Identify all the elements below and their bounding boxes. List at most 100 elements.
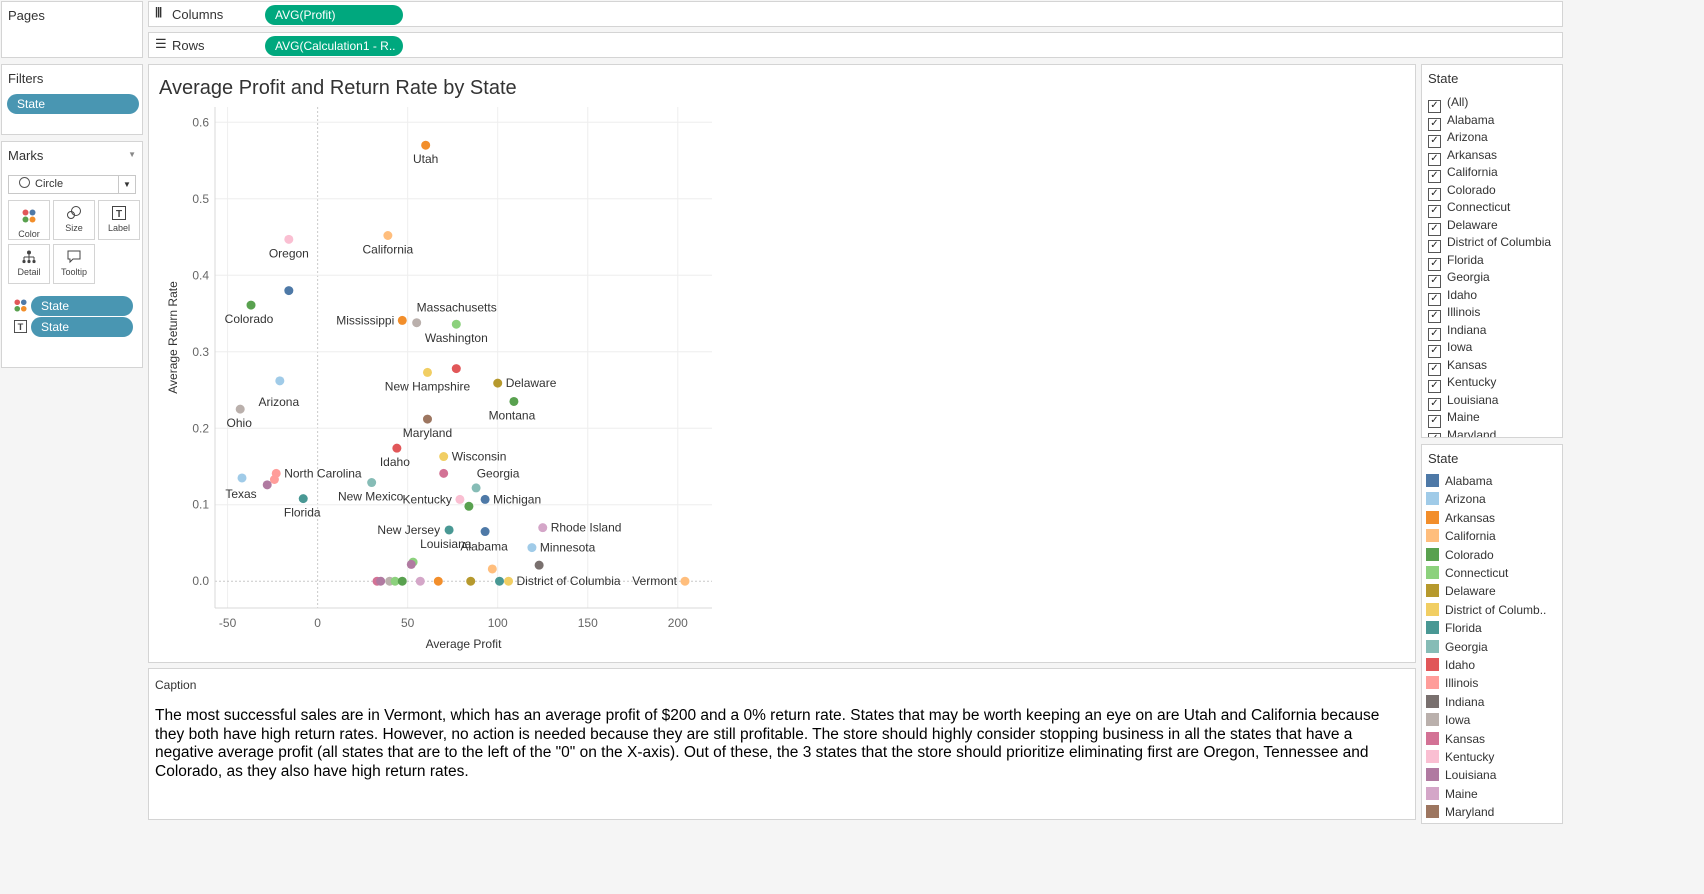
filter-item[interactable]: ✓ Arkansas bbox=[1428, 148, 1497, 167]
filter-item[interactable]: ✓ California bbox=[1428, 165, 1498, 184]
mark-type-dropdown[interactable]: Circle ▼ bbox=[8, 175, 136, 194]
checkbox-checked-icon[interactable]: ✓ bbox=[1428, 117, 1441, 131]
checkbox-checked-icon[interactable]: ✓ bbox=[1428, 327, 1441, 341]
filters-shelf[interactable]: Filters State bbox=[1, 64, 143, 135]
legend-item[interactable]: Arkansas bbox=[1426, 510, 1495, 531]
filter-item[interactable]: ✓ Delaware bbox=[1428, 218, 1498, 237]
scatter-point bbox=[262, 480, 272, 490]
checkbox-checked-icon[interactable]: ✓ bbox=[1428, 432, 1441, 437]
marks-color-field-pill[interactable]: State bbox=[31, 296, 133, 316]
scatter-point bbox=[466, 576, 476, 586]
filter-item[interactable]: ✓ Louisiana bbox=[1428, 393, 1498, 412]
legend-swatch bbox=[1426, 750, 1439, 763]
legend-item[interactable]: Kansas bbox=[1426, 731, 1485, 752]
checkbox-checked-icon[interactable]: ✓ bbox=[1428, 380, 1441, 393]
filter-item[interactable]: ✓ Illinois bbox=[1428, 305, 1480, 324]
tooltip-card-button[interactable]: Tooltip bbox=[53, 244, 95, 284]
detail-card-button[interactable]: Detail bbox=[8, 244, 50, 284]
filter-list[interactable]: ✓ (All) ✓ Alabama ✓ Arizona ✓ Arkansas ✓ Californ… bbox=[1422, 95, 1562, 437]
legend-item[interactable]: Maine bbox=[1426, 786, 1478, 807]
pages-shelf[interactable]: Pages bbox=[1, 1, 143, 58]
scatter-point bbox=[527, 543, 537, 553]
view-pane: Average Profit and Return Rate by State … bbox=[148, 64, 1416, 663]
checkbox-checked-icon[interactable]: ✓ bbox=[1428, 100, 1441, 113]
point-label: Maryland bbox=[403, 426, 452, 440]
filter-item[interactable]: ✓ Iowa bbox=[1428, 340, 1472, 359]
legend-list[interactable]: Alabama Arizona Arkansas California Colorado… bbox=[1422, 474, 1562, 823]
checkbox-checked-icon[interactable]: ✓ bbox=[1428, 362, 1441, 376]
rows-shelf[interactable]: ☰ Rows AVG(Calculation1 - R.. bbox=[148, 32, 1563, 58]
legend-item[interactable]: Arizona bbox=[1426, 492, 1486, 512]
checkbox-checked-icon[interactable]: ✓ bbox=[1428, 292, 1441, 306]
legend-item[interactable]: Alabama bbox=[1426, 474, 1492, 494]
filter-item[interactable]: ✓ District of Columbia bbox=[1428, 235, 1551, 254]
label-card-label: Label bbox=[107, 223, 131, 233]
checkbox-checked-icon[interactable]: ✓ bbox=[1428, 222, 1441, 236]
filter-item[interactable]: ✓ Indiana bbox=[1428, 323, 1486, 342]
filter-item[interactable]: ✓ Connecticut bbox=[1428, 200, 1510, 219]
filter-item-label: District of Columbia bbox=[1447, 235, 1552, 249]
filter-item-label: Delaware bbox=[1447, 217, 1498, 232]
legend-item[interactable]: Louisiana bbox=[1426, 768, 1496, 788]
legend-swatch bbox=[1426, 694, 1439, 708]
columns-shelf[interactable]: ||| Columns AVG(Profit) bbox=[148, 1, 1563, 27]
checkbox-checked-icon[interactable]: ✓ bbox=[1428, 152, 1441, 166]
filter-item[interactable]: ✓ Idaho bbox=[1428, 288, 1477, 307]
color-card-button[interactable]: Color bbox=[8, 200, 50, 240]
legend-item[interactable]: Georgia bbox=[1426, 639, 1488, 660]
legend-item-label: Louisiana bbox=[1445, 768, 1497, 783]
checkbox-checked-icon[interactable]: ✓ bbox=[1428, 257, 1441, 271]
y-tick-label: 0.5 bbox=[192, 192, 209, 206]
legend-swatch bbox=[1426, 547, 1439, 561]
checkbox-checked-icon[interactable]: ✓ bbox=[1428, 345, 1441, 358]
legend-item-label: Iowa bbox=[1445, 713, 1471, 728]
filter-item[interactable]: ✓ (All) bbox=[1428, 95, 1468, 114]
filter-item[interactable]: ✓ Florida bbox=[1428, 253, 1484, 272]
filter-pill-state[interactable]: State bbox=[7, 94, 139, 114]
checkbox-checked-icon[interactable]: ✓ bbox=[1428, 187, 1441, 201]
checkbox-checked-icon[interactable]: ✓ bbox=[1428, 135, 1441, 148]
legend-item[interactable]: Kentucky bbox=[1426, 750, 1494, 770]
point-label: Utah bbox=[413, 152, 438, 166]
legend-item[interactable]: Maryland bbox=[1426, 805, 1494, 823]
legend-item[interactable]: Connecticut bbox=[1426, 566, 1508, 586]
legend-item[interactable]: California bbox=[1426, 529, 1496, 549]
legend-swatch bbox=[1426, 805, 1439, 819]
legend-item[interactable]: District of Columb.. bbox=[1426, 602, 1546, 623]
legend-swatch bbox=[1426, 474, 1439, 487]
label-card-button[interactable]: T Label bbox=[98, 200, 140, 240]
filter-item[interactable]: ✓ Maine bbox=[1428, 410, 1480, 429]
filter-item[interactable]: ✓ Maryland bbox=[1428, 428, 1496, 437]
marks-menu-chevron-icon[interactable]: ▼ bbox=[128, 150, 136, 159]
filter-item[interactable]: ✓ Kansas bbox=[1428, 358, 1487, 377]
scatter-point bbox=[451, 364, 461, 374]
checkbox-checked-icon[interactable]: ✓ bbox=[1428, 397, 1441, 411]
checkbox-checked-icon[interactable]: ✓ bbox=[1428, 240, 1441, 253]
filter-item[interactable]: ✓ Georgia bbox=[1428, 270, 1490, 289]
checkbox-checked-icon[interactable]: ✓ bbox=[1428, 205, 1441, 218]
checkbox-checked-icon[interactable]: ✓ bbox=[1428, 415, 1441, 428]
legend-item[interactable]: Idaho bbox=[1426, 658, 1475, 678]
size-card-button[interactable]: Size bbox=[53, 200, 95, 240]
legend-item[interactable]: Illinois bbox=[1426, 676, 1478, 696]
rows-pill[interactable]: AVG(Calculation1 - R.. bbox=[265, 36, 403, 56]
legend-item[interactable]: Delaware bbox=[1426, 584, 1496, 604]
filter-item[interactable]: ✓ Alabama bbox=[1428, 113, 1494, 132]
scatter-plot[interactable]: -50 0 50 100 150 200 0.0 0.1 0.2 0.3 0.4 0.5 0.6 Aver… bbox=[149, 103, 729, 663]
checkbox-checked-icon[interactable]: ✓ bbox=[1428, 170, 1441, 183]
scatter-point bbox=[504, 576, 514, 586]
checkbox-checked-icon[interactable]: ✓ bbox=[1428, 275, 1441, 288]
filter-item[interactable]: ✓ Kentucky bbox=[1428, 375, 1496, 394]
legend-item[interactable]: Colorado bbox=[1426, 547, 1494, 568]
x-tick-label: 100 bbox=[488, 616, 508, 630]
legend-item[interactable]: Indiana bbox=[1426, 694, 1484, 715]
marks-label-field-pill[interactable]: State bbox=[31, 317, 133, 337]
filter-item[interactable]: ✓ Arizona bbox=[1428, 130, 1488, 149]
legend-item[interactable]: Iowa bbox=[1426, 713, 1470, 733]
checkbox-checked-icon[interactable]: ✓ bbox=[1428, 310, 1441, 323]
legend-item[interactable]: Florida bbox=[1426, 621, 1482, 641]
marks-title: Marks bbox=[8, 148, 44, 163]
point-label: Kentucky bbox=[403, 492, 452, 506]
columns-pill[interactable]: AVG(Profit) bbox=[265, 5, 403, 25]
filter-item[interactable]: ✓ Colorado bbox=[1428, 183, 1496, 202]
